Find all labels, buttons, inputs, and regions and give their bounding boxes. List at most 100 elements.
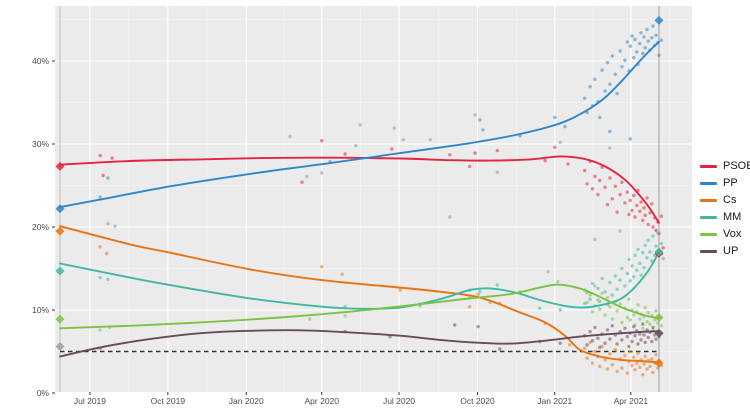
poll-point	[643, 340, 647, 345]
poll-point	[625, 334, 629, 339]
polls-other	[106, 113, 622, 242]
legend-item-MM: MM	[700, 209, 750, 226]
poll-point	[113, 224, 117, 228]
poll-point	[628, 44, 632, 48]
poll-point	[106, 222, 110, 226]
result-2021-UP	[654, 328, 664, 338]
poll-point	[568, 343, 572, 347]
result-2019-MM	[55, 266, 65, 276]
poll-point	[641, 326, 645, 330]
poll-point	[603, 89, 607, 93]
poll-point	[553, 115, 557, 120]
poll-point	[620, 65, 624, 69]
poll-point	[628, 198, 632, 203]
poll-point	[646, 310, 650, 315]
poll-point	[558, 140, 562, 144]
y-tick-label: 20%	[32, 222, 49, 232]
trend-line-MM	[59, 250, 660, 310]
poll-point	[588, 329, 592, 334]
result-2019-UP	[55, 342, 65, 352]
poll-point	[610, 54, 614, 58]
poll-point	[543, 158, 547, 163]
poll-point	[650, 202, 654, 206]
legend-item-UP: UP	[700, 243, 750, 260]
poll-point	[632, 324, 636, 329]
poll-point	[600, 276, 604, 281]
poll-point	[625, 315, 629, 320]
poll-point	[620, 320, 624, 325]
poll-point	[620, 338, 624, 342]
poll-point	[598, 178, 602, 183]
poll-point	[590, 310, 595, 314]
poll-point	[478, 290, 482, 294]
poll-point	[600, 68, 604, 72]
poll-point	[651, 325, 655, 330]
poll-point	[654, 244, 658, 248]
poll-point	[596, 286, 600, 291]
poll-point	[641, 322, 645, 326]
poll-point	[654, 228, 658, 232]
legend-swatch-PSOE	[700, 165, 717, 168]
poll-point	[623, 284, 627, 288]
poll-point	[401, 138, 405, 142]
poll-point	[598, 115, 602, 120]
poll-point	[596, 298, 600, 302]
trend-line-UP	[59, 329, 660, 358]
poll-point	[645, 319, 649, 324]
poll-point	[643, 243, 647, 247]
result-2019-Vox	[55, 314, 65, 324]
result-2021-Vox	[654, 312, 664, 322]
poll-point	[635, 268, 639, 272]
poll-point	[656, 231, 660, 235]
poll-point	[453, 323, 457, 327]
poll-point	[98, 153, 102, 158]
poll-point	[642, 206, 646, 210]
result-2021-PP	[654, 15, 664, 25]
poll-point	[643, 46, 647, 50]
poll-point	[654, 33, 658, 37]
poll-point	[495, 148, 499, 153]
poll-point	[478, 118, 482, 122]
poll-point	[106, 176, 110, 180]
poll-point	[593, 77, 597, 82]
poll-point	[608, 146, 612, 150]
poll-point	[630, 208, 634, 213]
result-2021-MM	[654, 247, 664, 257]
poll-point	[627, 344, 631, 349]
poll-point	[645, 367, 649, 371]
poll-point	[661, 256, 665, 261]
poll-point	[627, 212, 631, 217]
poll-point	[598, 345, 602, 350]
poll-point	[593, 325, 597, 330]
poll-point	[358, 123, 362, 127]
poll-point	[653, 318, 657, 322]
poll-point	[558, 341, 562, 345]
poll-point	[613, 184, 617, 188]
poll-point	[645, 256, 649, 260]
y-tick-label: 30%	[32, 139, 49, 149]
poll-point	[605, 61, 610, 65]
poll-point	[605, 328, 610, 332]
poll-point	[605, 202, 610, 207]
result-2021-Cs	[654, 358, 664, 368]
poll-point	[628, 137, 632, 141]
poll-point	[641, 51, 645, 56]
poll-point	[288, 134, 292, 139]
poll-point	[659, 214, 664, 218]
poll-point	[610, 324, 614, 328]
poll-point	[632, 193, 636, 198]
poll-point	[659, 324, 664, 328]
poll-point	[340, 272, 344, 276]
poll-point	[468, 164, 472, 169]
polls-PSOE	[98, 139, 665, 250]
poll-point	[603, 341, 607, 345]
poll-point	[448, 153, 452, 157]
poll-point	[608, 305, 612, 309]
poll-point	[636, 342, 640, 346]
poll-point	[101, 173, 105, 178]
poll-point	[498, 347, 502, 351]
poll-point	[623, 326, 627, 330]
legend-label: PSOE	[723, 160, 750, 172]
poll-point	[476, 324, 480, 329]
poll-point	[598, 364, 602, 369]
